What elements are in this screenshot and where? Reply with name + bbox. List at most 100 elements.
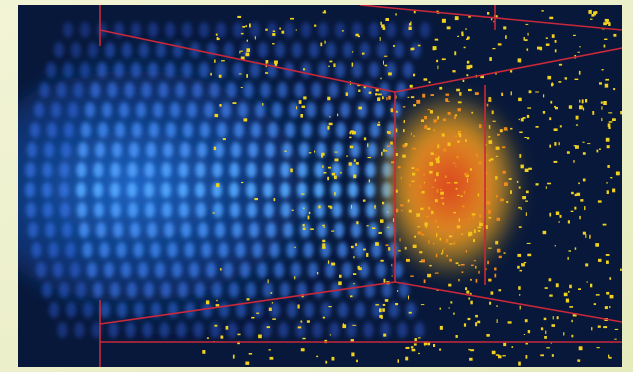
wave-crest [199, 22, 209, 38]
speck [458, 101, 462, 103]
speck [206, 300, 209, 304]
speck [431, 95, 434, 97]
speck [241, 182, 243, 183]
speck [415, 338, 417, 341]
speck [294, 247, 296, 248]
speck [593, 12, 596, 16]
speck [436, 172, 438, 176]
speck [554, 106, 556, 108]
speck [489, 217, 492, 219]
speck [575, 194, 577, 196]
wave-crest [51, 102, 61, 118]
speck [423, 174, 425, 176]
wave-crest [343, 42, 353, 58]
speck [322, 243, 325, 245]
wave-crest [282, 142, 292, 158]
speck [363, 200, 366, 202]
speck [453, 242, 455, 245]
wave-crest [403, 62, 413, 78]
speck [303, 96, 306, 99]
speck [406, 347, 410, 349]
speck [435, 273, 439, 274]
wave-crest [238, 102, 248, 118]
speck [438, 156, 440, 160]
speck [241, 33, 244, 35]
wave-crest [210, 322, 220, 338]
speck [579, 71, 581, 75]
speck [466, 291, 469, 294]
speck [467, 37, 470, 40]
speck [519, 226, 522, 228]
speck [488, 99, 491, 102]
speck [393, 218, 394, 222]
speck [308, 216, 310, 220]
speck [329, 116, 330, 117]
speck [324, 10, 326, 12]
speck [601, 102, 603, 104]
speck [517, 181, 518, 183]
wave-crest [148, 62, 158, 78]
wave-crest [342, 262, 352, 278]
speck [442, 58, 446, 60]
speck [210, 73, 212, 76]
speck [273, 31, 275, 33]
speck [447, 182, 451, 184]
speck [489, 302, 491, 305]
speck [478, 161, 481, 165]
speck [352, 325, 356, 326]
wave-crest [233, 62, 243, 78]
speck [479, 221, 482, 223]
wave-crest [108, 322, 118, 338]
wave-crest [187, 102, 197, 118]
wave-crest [42, 162, 52, 178]
speck [437, 66, 438, 70]
speck [239, 73, 242, 74]
speck [412, 181, 415, 182]
wave-crest [312, 322, 322, 338]
speck [303, 208, 304, 210]
speck [435, 39, 439, 41]
wave-crest [27, 142, 37, 158]
speck [583, 142, 585, 143]
wave-crest [246, 282, 256, 298]
speck [419, 251, 422, 253]
speck [405, 357, 408, 361]
speck [303, 68, 305, 70]
speck [527, 115, 529, 118]
speck [424, 342, 425, 346]
wave-crest [119, 102, 129, 118]
wave-crest [131, 62, 141, 78]
speck [544, 318, 547, 320]
speck [351, 205, 352, 209]
speck [433, 243, 435, 245]
speck [386, 97, 387, 100]
speck [459, 92, 461, 96]
speck [454, 51, 456, 55]
wave-crest [117, 302, 127, 318]
speck [317, 272, 318, 274]
speck [478, 230, 480, 232]
wave-crest [138, 262, 148, 278]
wave-crest [54, 42, 64, 58]
speck [502, 171, 505, 174]
wave-crest [304, 302, 314, 318]
wave-crest [328, 82, 338, 98]
speck [526, 343, 528, 345]
wave-crest [198, 222, 208, 238]
wave-crest [113, 222, 123, 238]
wave-crest [394, 42, 404, 58]
speck [268, 279, 269, 283]
wave-crest [107, 82, 117, 98]
wave-crest [96, 222, 106, 238]
wave-crest [272, 102, 282, 118]
speck [419, 261, 422, 262]
speck [353, 175, 356, 179]
speck [604, 45, 606, 48]
wave-crest [76, 182, 86, 198]
wave-crest [136, 102, 146, 118]
speck [487, 104, 489, 107]
wave-crest [161, 182, 171, 198]
speck [449, 259, 452, 262]
speck [398, 166, 401, 168]
speck [432, 187, 435, 188]
